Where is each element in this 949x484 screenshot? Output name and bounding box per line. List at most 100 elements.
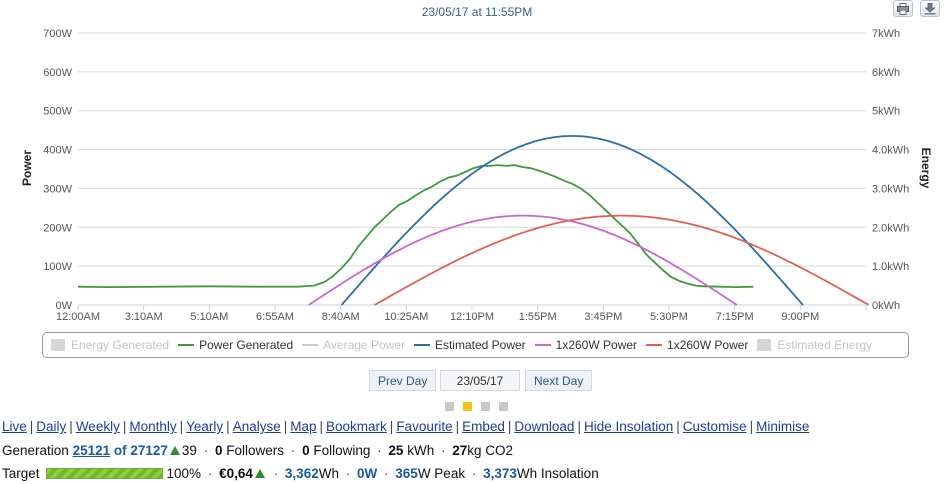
x-axis-ticks: 12:00AM 3:10AM 5:10AM 6:55AM 8:40AM 10:25AM 12… [56, 305, 867, 323]
legend-label: Estimated Power [434, 338, 526, 352]
page-dot[interactable] [499, 402, 508, 411]
x-tick-label: 12:00AM [56, 311, 100, 323]
x-tick-label: 5:30PM [650, 311, 688, 323]
legend-swatch [51, 339, 65, 351]
generation-label: Generation [2, 443, 69, 458]
legend-label: 1x260W Power [667, 338, 749, 352]
following-label: Following [313, 443, 371, 458]
insolation-unit: Wh Insolation [516, 466, 599, 481]
legend-swatch [413, 344, 430, 346]
legend-item[interactable]: 1x260W Power [646, 338, 748, 352]
rank-change: 39 [181, 443, 197, 458]
link-customise[interactable]: Customise [682, 419, 747, 434]
series-line [340, 135, 804, 306]
x-tick-label: 5:10AM [190, 311, 228, 323]
series-line [77, 164, 754, 288]
legend-label: 1x260W Power [555, 338, 638, 352]
x-tick-label: 10:25AM [384, 311, 428, 323]
download-icon [924, 3, 936, 15]
next-day-button[interactable]: Next Day [525, 370, 593, 391]
power-value: 0W [357, 466, 378, 481]
date-selector[interactable]: 23/05/17 [440, 370, 520, 391]
y-right-tick-label: 5kWh [872, 106, 900, 118]
series-line [374, 214, 870, 306]
y-axis-left-label: Power [20, 150, 34, 186]
prev-day-button[interactable]: Prev Day [369, 370, 437, 391]
page-dot[interactable] [481, 402, 490, 411]
link-embed[interactable]: Embed [462, 419, 505, 434]
kwh-value: 25 [388, 443, 404, 458]
y-right-tick-label: 4.0kWh [872, 145, 909, 157]
link-bookmark[interactable]: Bookmark [326, 419, 387, 434]
page-dot[interactable] [445, 402, 454, 411]
legend-label: Energy Generated [71, 338, 170, 352]
view-links: Live | Daily | Weekly | Monthly | Yearly | Analyse… [2, 419, 810, 434]
legend-swatch [534, 344, 551, 346]
y-left-tick-label: 600W [43, 67, 72, 79]
link-live[interactable]: Live [2, 419, 27, 434]
page-dot-active[interactable] [463, 402, 472, 411]
peak-value: 365 [395, 466, 418, 481]
link-monthly[interactable]: Monthly [129, 419, 177, 434]
y-axis-left-ticks: 0W 100W 200W 300W 400W 500W 600W 700W [43, 28, 72, 312]
y-right-tick-label: 3.0kWh [872, 183, 909, 195]
legend-item[interactable]: 1x260W Power [534, 338, 638, 352]
y-right-tick-label: 0kWh [872, 300, 900, 312]
series-line [308, 214, 738, 306]
legend-label: Estimated Energy [777, 338, 873, 352]
generation-stats: Generation 25121 of 27127 39 · 0 Follower… [2, 443, 514, 458]
legend-item[interactable]: Average Power [302, 338, 405, 352]
legend-item[interactable]: Energy Generated [51, 338, 169, 352]
legend-swatch [178, 344, 195, 346]
y-right-tick-label: 7kWh [872, 28, 900, 40]
money-value: €0,64 [219, 466, 253, 481]
kwh-label: kWh [407, 443, 435, 458]
legend-label: Average Power [323, 338, 405, 352]
up-arrow-icon [169, 446, 180, 455]
x-tick-label: 3:45PM [584, 311, 622, 323]
legend-item[interactable]: Estimated Power [413, 338, 526, 352]
download-button[interactable] [920, 0, 940, 17]
chart-grid [78, 32, 866, 306]
rank-of: of 27127 [113, 443, 168, 458]
y-right-tick-label: 1.0kWh [872, 261, 909, 273]
rank-link[interactable]: 25121 [72, 443, 111, 458]
followers-label: Followers [226, 443, 285, 458]
y-right-tick-label: 2.0kWh [872, 222, 909, 234]
chart-legend: Energy Generated Power Generated Average P… [42, 332, 909, 358]
legend-swatch [302, 344, 319, 346]
target-progress-fill [46, 469, 162, 478]
link-hide-insolation[interactable]: Hide Insolation [583, 419, 674, 434]
link-favourite[interactable]: Favourite [396, 419, 453, 434]
link-analyse[interactable]: Analyse [232, 419, 281, 434]
y-axis-right-ticks: 0kWh 1.0kWh 2.0kWh 3.0kWh 4.0kWh 5kWh 6kWh 7kWh [872, 28, 909, 312]
link-yearly[interactable]: Yearly [186, 419, 224, 434]
print-button[interactable] [893, 0, 913, 17]
target-label: Target [2, 466, 40, 481]
y-right-tick-label: 6kWh [872, 67, 900, 79]
target-stats: Target 100% · €0,64 · 3,362Wh · 0W · 365W… [2, 466, 599, 481]
link-download[interactable]: Download [514, 419, 575, 434]
legend-item[interactable]: Power Generated [178, 338, 293, 352]
legend-item[interactable]: Estimated Energy [757, 338, 872, 352]
printer-icon [897, 3, 909, 15]
chart-subtitle: 23/05/17 at 11:55PM [422, 5, 533, 19]
link-daily[interactable]: Daily [36, 419, 67, 434]
energy-value: 3,362 [284, 466, 319, 481]
link-minimise[interactable]: Minimise [756, 419, 810, 434]
following-count: 0 [302, 443, 310, 458]
energy-unit: Wh [318, 466, 339, 481]
co2-label: kg CO2 [467, 443, 514, 458]
y-left-tick-label: 100W [43, 261, 72, 273]
y-left-tick-label: 300W [43, 183, 72, 195]
target-percent: 100% [166, 466, 202, 481]
link-weekly[interactable]: Weekly [75, 419, 120, 434]
day-navigation: Prev Day 23/05/17 Next Day [0, 370, 949, 392]
y-left-tick-label: 400W [43, 145, 72, 157]
link-map[interactable]: Map [290, 419, 317, 434]
x-tick-label: 9:00PM [781, 311, 819, 323]
legend-swatch [757, 339, 772, 351]
y-left-tick-label: 700W [43, 28, 72, 40]
chart-series [77, 135, 870, 306]
up-arrow-icon [254, 469, 265, 478]
